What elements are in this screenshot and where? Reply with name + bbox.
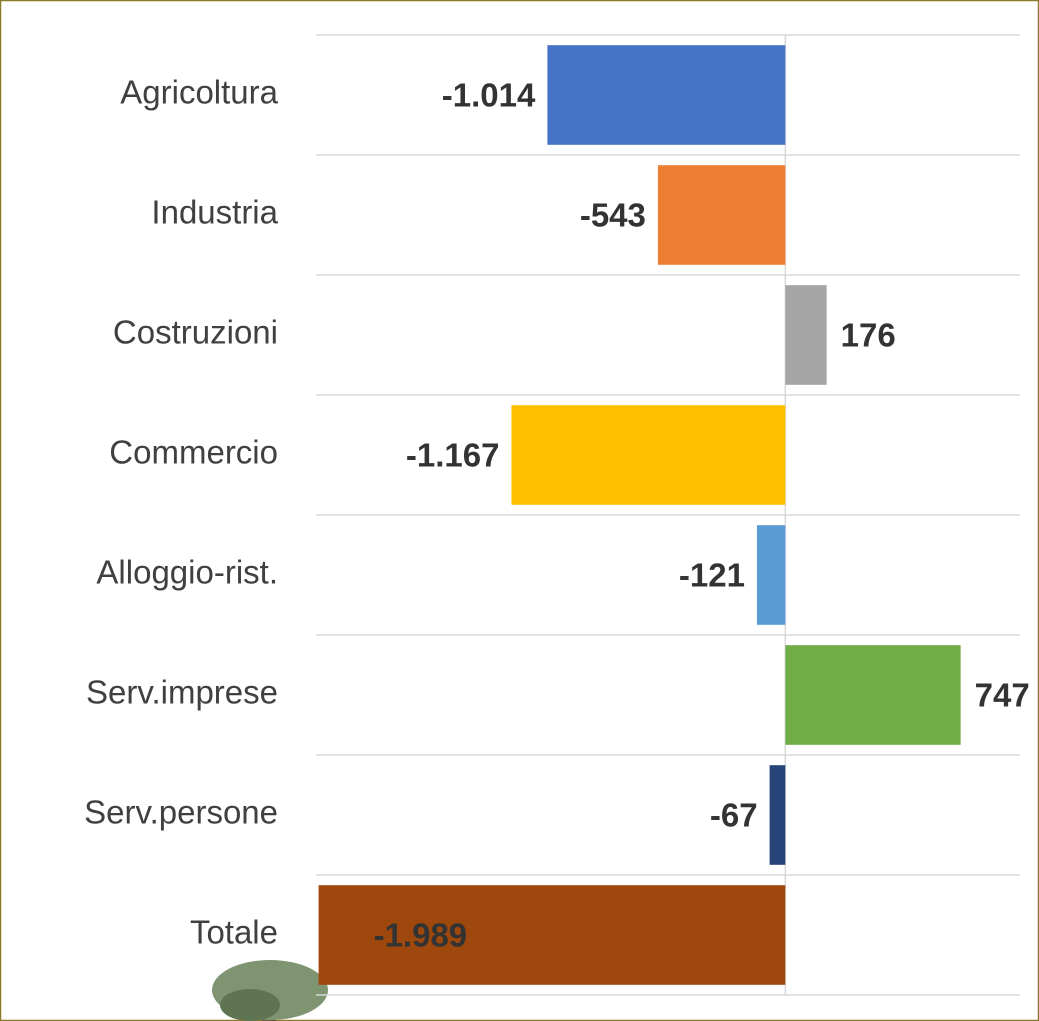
bar [511,405,786,505]
category-label: Serv.imprese [86,674,278,711]
bar [785,285,827,385]
bar [657,165,786,265]
bar [769,765,786,865]
bar [756,525,786,625]
value-label: -1.989 [374,917,468,954]
value-label: 747 [975,677,1030,714]
value-label: -67 [710,797,758,834]
category-label: Commercio [109,434,278,471]
value-label: -1.167 [406,437,500,474]
category-label: Alloggio-rist. [96,554,278,591]
category-label: Industria [151,194,278,231]
bar [547,45,786,145]
value-label: -1.014 [442,77,536,114]
category-label: Agricoltura [120,74,278,111]
value-label: -121 [679,557,745,594]
value-label: -543 [580,197,646,234]
tree-decoration [212,960,328,1021]
category-label: Totale [190,914,278,951]
bar [318,885,786,985]
bar [785,645,961,745]
category-label: Costruzioni [113,314,278,351]
category-label: Serv.persone [84,794,278,831]
value-label: 176 [841,317,896,354]
